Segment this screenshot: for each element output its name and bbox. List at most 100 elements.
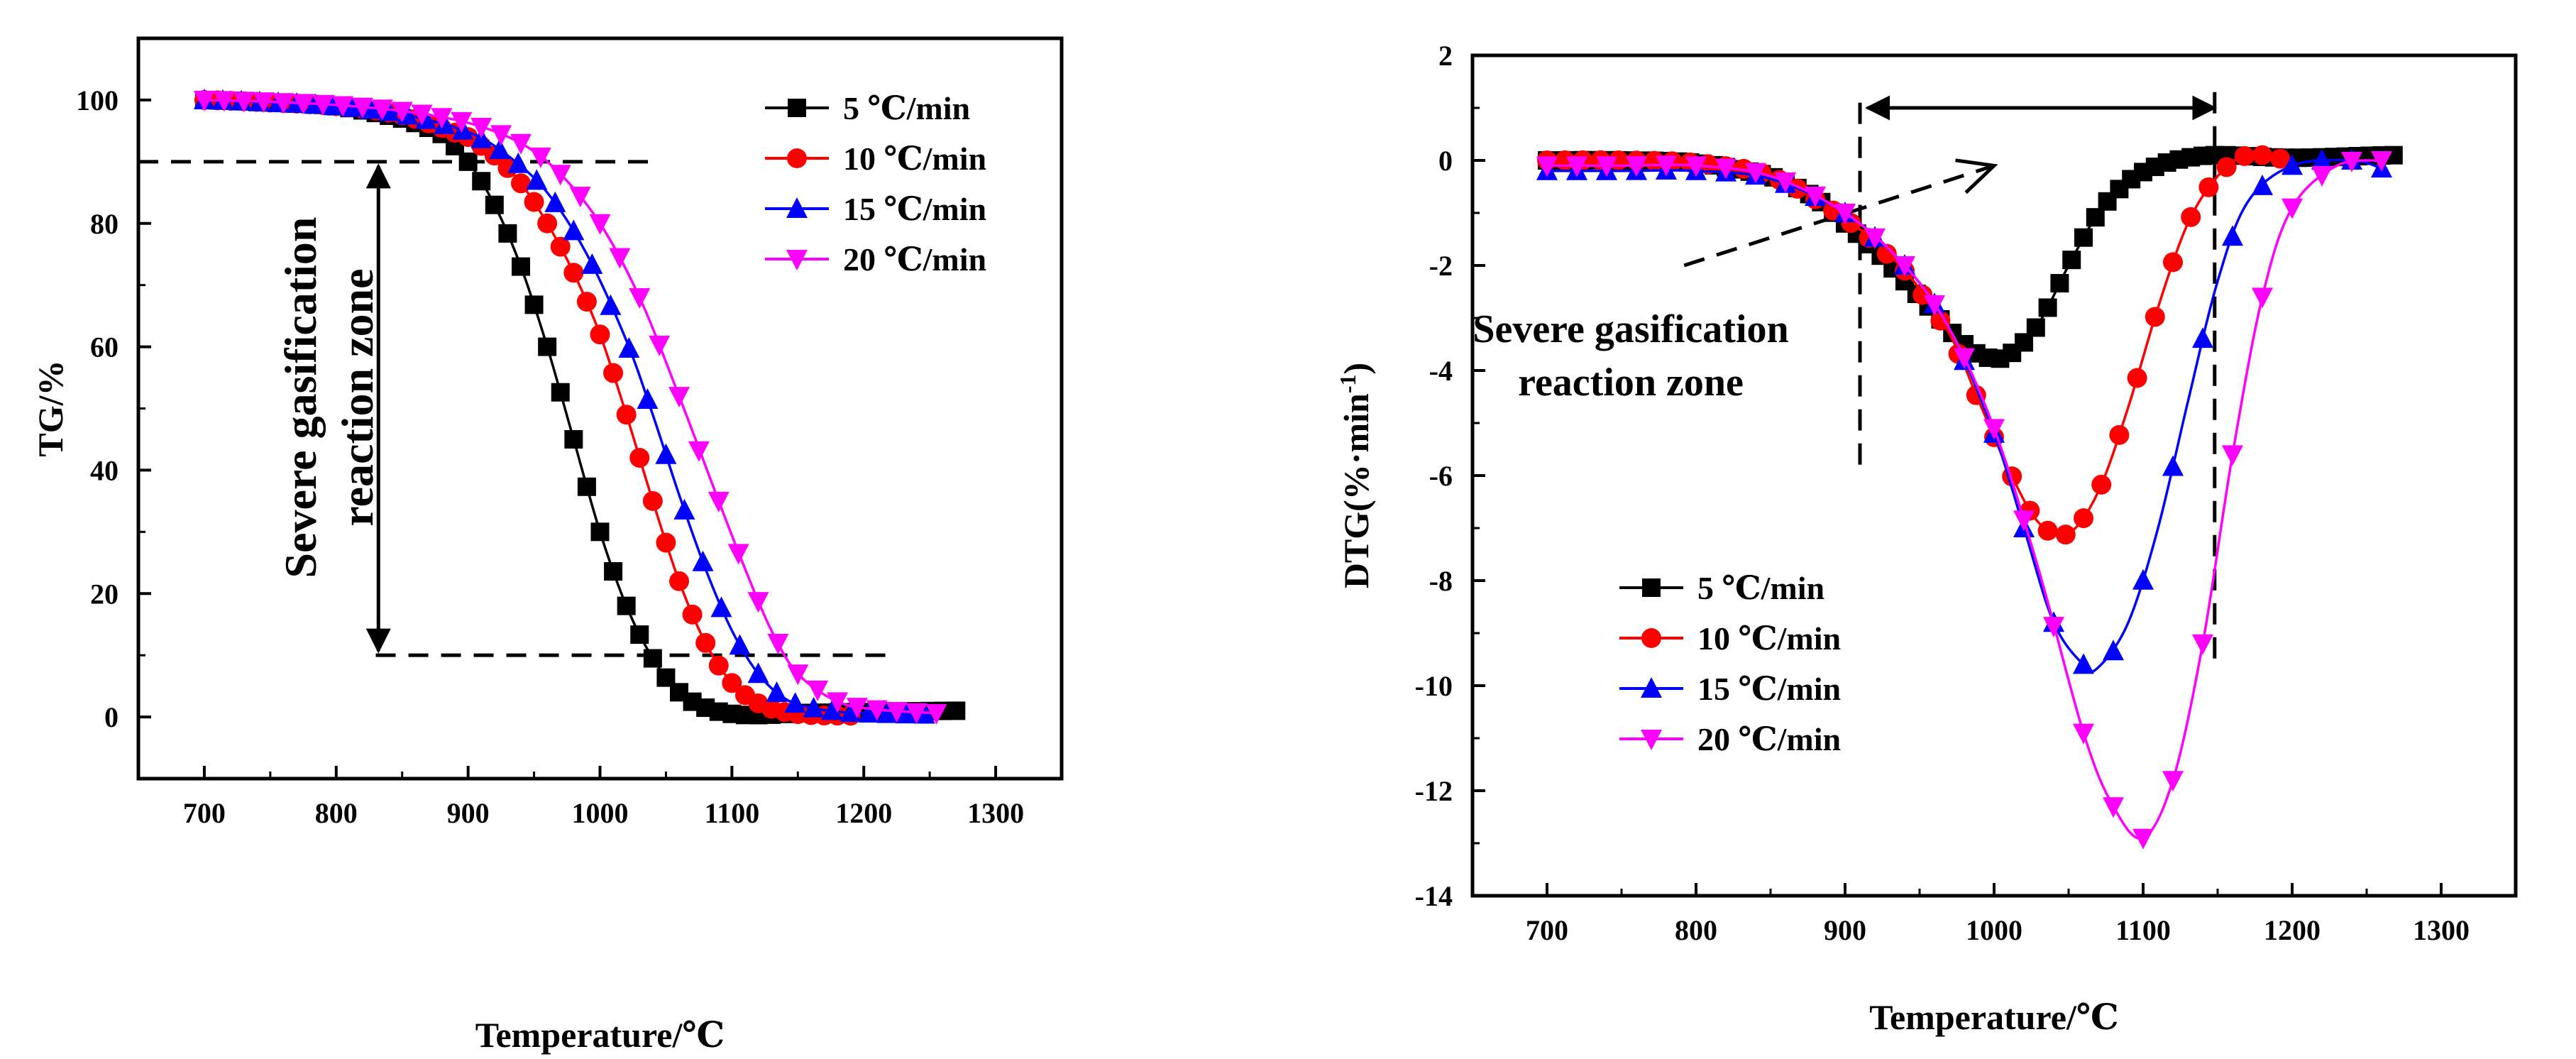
data-point	[2132, 828, 2154, 850]
data-point	[1930, 310, 1951, 331]
dtg-legend: 5 ℃/min 10 ℃/min 15 ℃/min 20 ℃/min	[1619, 570, 1841, 757]
data-point	[1745, 163, 1766, 184]
tg-x-axis-label: Temperature/℃	[475, 1015, 725, 1055]
data-point	[1775, 172, 1796, 193]
data-point	[537, 213, 558, 234]
data-point	[2216, 157, 2237, 177]
tg-chart: 700 800 900 1000 1100 1200 1300 0 20 40 60 80 100 5 …	[31, 36, 1064, 1055]
data-point	[2026, 318, 2045, 337]
data-point	[2132, 569, 2154, 590]
data-point	[1834, 204, 1856, 224]
data-point	[708, 655, 729, 676]
data-point	[618, 336, 640, 358]
data-point	[722, 673, 742, 693]
data-point	[629, 288, 651, 309]
data-point	[682, 604, 703, 625]
x-tick-label: 1000	[572, 797, 629, 829]
data-point	[563, 263, 584, 283]
data-point	[876, 702, 898, 723]
y-tick-label: -12	[1415, 775, 1453, 807]
data-point	[2198, 177, 2219, 197]
data-point	[840, 701, 862, 722]
data-point	[2281, 154, 2303, 175]
data-point	[827, 692, 849, 713]
data-point	[485, 195, 504, 214]
data-point	[2043, 617, 2064, 638]
data-point	[803, 696, 825, 718]
data-point	[1626, 156, 1647, 177]
x-tick-label: 1100	[704, 797, 759, 829]
data-point	[1566, 156, 1587, 177]
data-point	[507, 152, 529, 173]
data-point	[727, 544, 749, 565]
y-tick-label: 80	[90, 208, 119, 240]
data-point	[510, 173, 531, 194]
data-point	[544, 191, 566, 212]
data-point	[2091, 474, 2112, 495]
y-tick-label: 40	[90, 454, 119, 486]
series-3	[1536, 151, 2392, 850]
data-point	[1876, 243, 1897, 264]
data-point	[489, 138, 511, 160]
tg-legend: 5 ℃/min 10 ℃/min 15 ℃/min 20 ℃/min	[765, 90, 986, 278]
y-tick-label: 100	[76, 84, 119, 116]
data-point	[821, 699, 843, 720]
data-point	[747, 662, 769, 684]
data-point	[767, 633, 789, 654]
dtg-axes-frame	[1470, 53, 2518, 898]
data-point	[2037, 520, 2058, 541]
data-point	[2270, 148, 2291, 169]
data-point	[2234, 146, 2255, 166]
tg-y-axis-label: TG/%	[31, 360, 70, 456]
data-point	[688, 441, 710, 462]
data-point	[292, 94, 314, 115]
dtg-series-group	[1536, 145, 2403, 850]
data-point	[538, 337, 557, 356]
legend-label: 20 ℃/min	[843, 241, 986, 278]
legend-marker	[787, 148, 807, 168]
data-point	[2192, 634, 2213, 655]
x-tick-label: 1200	[835, 797, 892, 829]
data-point	[947, 701, 966, 720]
series-2	[1536, 148, 2392, 674]
data-point	[273, 93, 295, 114]
data-point	[729, 634, 751, 655]
data-point	[2050, 274, 2069, 293]
data-point	[858, 701, 880, 723]
data-point	[669, 571, 690, 591]
legend-marker	[786, 197, 808, 218]
data-point	[2013, 510, 2035, 532]
data-point	[233, 92, 255, 113]
legend-marker	[1641, 628, 1661, 648]
data-point	[569, 187, 591, 208]
data-point	[710, 596, 732, 618]
data-point	[2252, 287, 2273, 309]
tg-zone-label-line2: reaction zone	[332, 268, 382, 526]
data-point	[629, 448, 650, 468]
data-point	[649, 335, 671, 356]
data-point	[526, 169, 548, 190]
data-point	[470, 118, 492, 139]
data-point	[2162, 455, 2184, 476]
data-point	[498, 224, 517, 243]
data-point	[581, 253, 603, 274]
legend-label: 20 ℃/min	[1697, 721, 1841, 757]
x-tick-label: 800	[315, 797, 358, 829]
data-point	[213, 91, 235, 112]
data-point	[895, 703, 917, 724]
data-point	[2341, 151, 2362, 172]
data-point	[2086, 208, 2105, 227]
data-point	[549, 165, 571, 186]
tg-plot-area: 700 800 900 1000 1100 1200 1300 0 20 40 60 80 100 5 …	[76, 36, 1064, 829]
data-point	[2222, 225, 2243, 246]
legend-label: 5 ℃/min	[843, 90, 970, 126]
y-tick-label: -10	[1415, 670, 1453, 702]
data-point	[563, 219, 585, 241]
data-point	[2311, 165, 2333, 187]
dtg-y-axis-label-main: DTG(%·min	[1336, 393, 1376, 588]
y-tick-label: 0	[1438, 145, 1453, 177]
legend-marker	[786, 250, 808, 270]
data-point	[351, 97, 373, 119]
data-point	[1954, 348, 1975, 369]
